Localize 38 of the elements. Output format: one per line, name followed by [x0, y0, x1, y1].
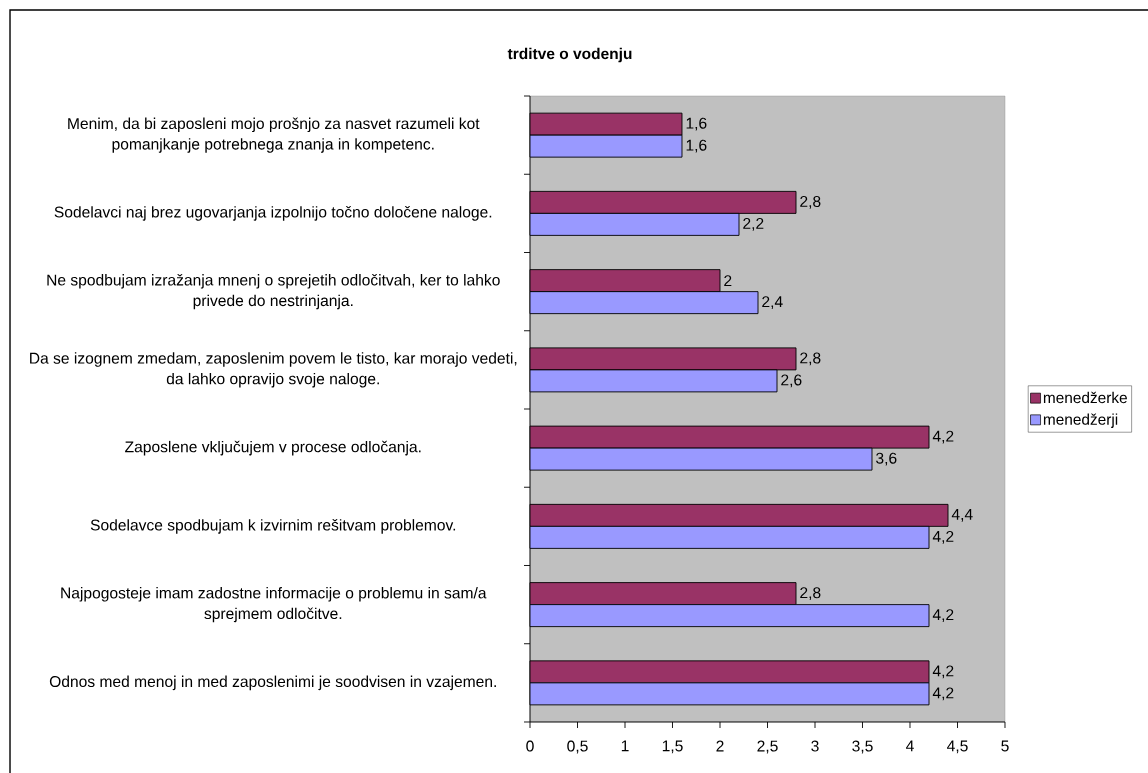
x-tick-label: 1,5	[662, 740, 683, 754]
chart-title: trditve o vodenju	[507, 47, 632, 63]
x-tick-label: 0,5	[567, 740, 588, 754]
x-tick-label: 2	[716, 740, 724, 752]
y-tick-label: Sodelavci naj brez ugovarjanja izpolnijo točno določene naloge.	[54, 206, 492, 221]
data-label: 4,2	[932, 665, 954, 679]
x-tick-label: 2,5	[757, 740, 778, 754]
data-label: 2,8	[800, 195, 821, 209]
data-label: 4,2	[932, 609, 954, 623]
y-tick-label: Odnos med menoj in med zaposlenimi je soodvisen in vzajemen.	[49, 675, 496, 691]
data-label: 2,8	[800, 587, 821, 601]
data-label: 4,2	[932, 430, 954, 444]
data-label: 3,6	[876, 452, 897, 466]
data-label: 4,4	[951, 509, 973, 522]
y-tick-label: Najpogosteje imam zadostne informacije o problemu in sam/a sprejmem odločitve.	[61, 587, 487, 623]
x-tick-label: 3,5	[852, 740, 873, 754]
legend-label: menedžerji	[1043, 413, 1118, 428]
legend-label: menedžerke	[1043, 391, 1127, 404]
x-tick-label: 4	[906, 740, 914, 752]
data-label: 2,4	[762, 296, 783, 310]
data-label: 2,6	[781, 374, 802, 388]
data-label: 2,2	[743, 217, 764, 231]
x-tick-label: 0	[526, 740, 534, 752]
data-label: 2	[724, 275, 732, 287]
data-label: 1,6	[686, 117, 707, 131]
data-label: 4,2	[932, 530, 954, 544]
x-tick-label: 4,5	[947, 740, 968, 754]
data-label: 4,2	[932, 687, 954, 701]
x-tick-label: 5	[1001, 740, 1009, 752]
data-label: 1,6	[686, 139, 707, 153]
y-tick-label: Menim, da bi zaposleni mojo prošnjo za nasvet razumeli kot pomanjkanje potrebnega znanja in kompetenc.	[68, 117, 480, 153]
y-tick-label: Da se izognem zmedam, zaposlenim povem le tisto, kar morajo vedeti, da lahko opravijo svoje naloge.	[30, 352, 517, 388]
data-label: 2,8	[800, 352, 821, 366]
y-tick-label: Ne spodbujam izražanja mnenj o sprejetih odločitvah, ker to lahko privede do nestrinjanja.	[47, 274, 500, 310]
x-tick-label: 1	[621, 740, 629, 752]
y-tick-label: Zaposlene vključujem v procese odločanja.	[125, 440, 421, 456]
y-tick-label: Sodelavce spodbujam k izvirnim rešitvam problemov.	[90, 519, 456, 534]
x-tick-label: 3	[811, 740, 819, 752]
